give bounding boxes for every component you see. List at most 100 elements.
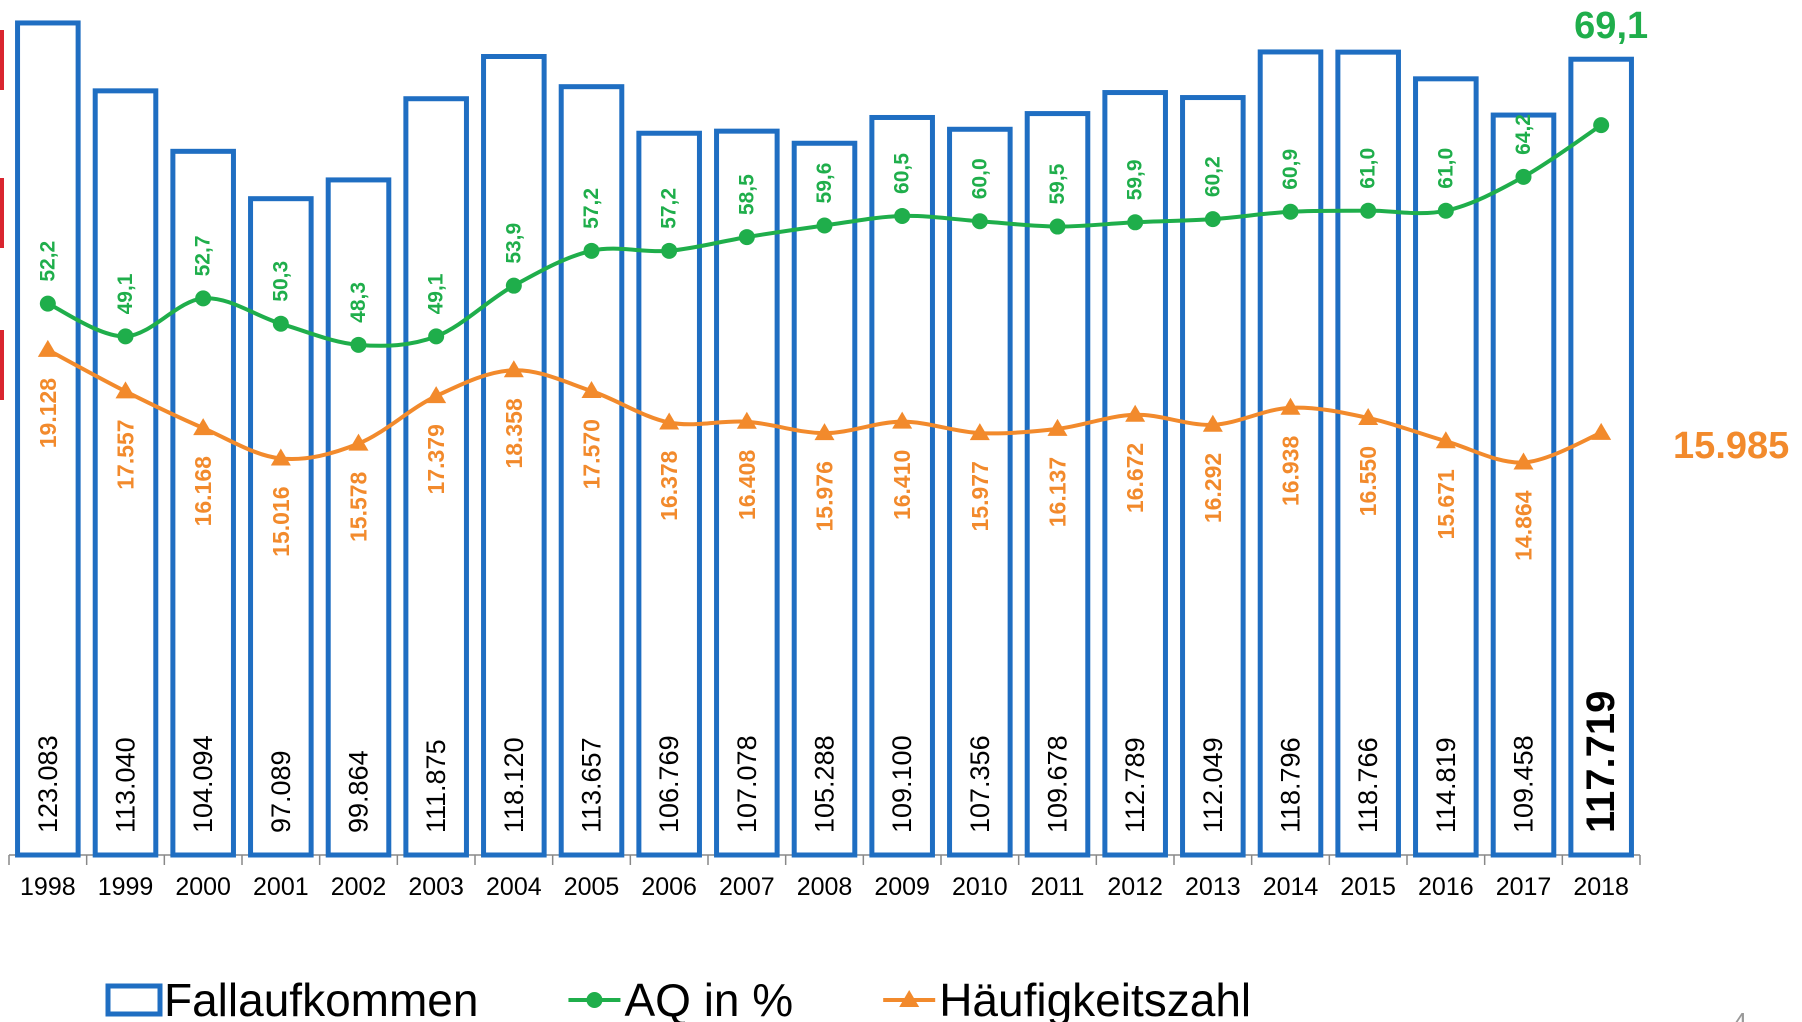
- x-tick-label: 1999: [98, 873, 154, 901]
- marker: [193, 418, 214, 436]
- data-label: 61,0: [1434, 148, 1457, 189]
- marker: [1513, 452, 1534, 470]
- marker: [892, 411, 913, 429]
- data-label: 60,9: [1279, 149, 1302, 190]
- x-tick-label: 2015: [1340, 873, 1396, 901]
- bar-value-label: 118.120: [499, 737, 529, 833]
- x-tick-label: 2004: [486, 873, 542, 901]
- data-label: 52,2: [36, 241, 59, 282]
- marker: [505, 277, 522, 294]
- data-label: 59,6: [813, 163, 836, 204]
- data-label: 60,2: [1201, 156, 1224, 197]
- bar-value-label: 114.819: [1431, 737, 1461, 833]
- marker: [1360, 202, 1377, 219]
- marker: [1358, 407, 1379, 425]
- x-tick-label: 1998: [20, 873, 76, 901]
- x-tick-label: 2007: [719, 873, 775, 901]
- data-label: 49,1: [425, 273, 448, 314]
- bar-value-label: 113.657: [577, 737, 607, 833]
- marker: [816, 217, 833, 234]
- marker: [969, 423, 990, 441]
- bar-value-label: 117.719: [1579, 691, 1623, 833]
- data-label: 16.938: [1278, 436, 1304, 507]
- data-label: 48,3: [347, 282, 370, 323]
- data-label: 17.570: [579, 419, 605, 489]
- marker: [814, 423, 835, 441]
- marker: [1435, 431, 1456, 449]
- bar-value-label: 123.083: [33, 735, 63, 833]
- bar: [1490, 112, 1557, 858]
- decoration: [0, 30, 4, 90]
- data-label: 64,2: [1512, 114, 1535, 155]
- x-tick-label: 2017: [1496, 873, 1552, 901]
- marker: [350, 336, 367, 353]
- decoration: [0, 330, 4, 400]
- data-label: 58,5: [735, 174, 758, 215]
- data-label: 16.408: [734, 450, 760, 521]
- data-label: 59,9: [1124, 159, 1147, 200]
- x-tick-label: 2016: [1418, 873, 1474, 901]
- data-label: 17.557: [113, 419, 139, 489]
- page-number: 4: [1733, 1007, 1747, 1022]
- marker: [1125, 404, 1146, 422]
- marker: [659, 412, 680, 430]
- bar: [92, 88, 159, 858]
- marker: [270, 448, 291, 466]
- data-label: 15.977: [967, 461, 993, 531]
- data-label: 16.672: [1122, 443, 1148, 513]
- marker: [581, 381, 602, 399]
- bar: [558, 84, 625, 858]
- marker: [37, 339, 58, 357]
- data-label: 16.410: [889, 450, 915, 520]
- data-label: 57,2: [658, 188, 681, 229]
- bar: [403, 96, 469, 858]
- data-label: 16.292: [1200, 453, 1226, 523]
- marker: [736, 411, 757, 429]
- data-label: 69,1: [1574, 5, 1648, 47]
- marker: [738, 229, 755, 246]
- x-tick-label: 2001: [253, 873, 309, 901]
- marker: [1049, 218, 1066, 235]
- bar-value-label: 118.766: [1353, 737, 1383, 833]
- data-label: 49,1: [114, 273, 137, 314]
- data-label: 15.578: [346, 471, 372, 542]
- marker: [583, 242, 600, 259]
- data-label: 16.378: [656, 450, 682, 521]
- data-label: 19.128: [35, 378, 61, 449]
- data-label: 60,5: [891, 153, 914, 194]
- marker: [195, 290, 212, 307]
- data-label: 17.379: [423, 424, 449, 494]
- bar-value-label: 109.458: [1509, 735, 1539, 833]
- data-label: 57,2: [580, 188, 603, 229]
- marker: [1047, 418, 1068, 436]
- bar: [1024, 111, 1091, 858]
- bar: [170, 148, 236, 858]
- legend-marker: [899, 990, 920, 1007]
- bar: [325, 177, 392, 858]
- bar: [869, 114, 935, 858]
- bar-value-label: 97.089: [266, 750, 296, 833]
- data-label: 16.168: [190, 456, 216, 527]
- data-label: 15.985: [1673, 425, 1789, 467]
- x-tick-label: 2013: [1185, 873, 1241, 901]
- data-label: 60,0: [968, 158, 991, 199]
- bar: [714, 128, 780, 858]
- bar-value-label: 107.356: [965, 735, 995, 833]
- data-label: 14.864: [1511, 490, 1537, 561]
- bar-value-label: 99.864: [344, 750, 374, 833]
- data-label: 18.358: [501, 398, 527, 469]
- x-tick-label: 2005: [564, 873, 620, 901]
- marker: [1515, 168, 1532, 185]
- data-label: 52,7: [192, 235, 215, 276]
- bar: [1335, 49, 1401, 858]
- x-tick-label: 2018: [1573, 873, 1629, 901]
- data-label: 61,0: [1357, 148, 1380, 189]
- x-tick-label: 2012: [1107, 873, 1163, 901]
- bar-value-label: 111.875: [421, 739, 451, 833]
- marker: [115, 381, 136, 399]
- bar-value-label: 109.100: [887, 735, 917, 833]
- data-label: 16.550: [1355, 446, 1381, 516]
- bar: [1257, 49, 1324, 858]
- x-tick-label: 2014: [1263, 873, 1319, 901]
